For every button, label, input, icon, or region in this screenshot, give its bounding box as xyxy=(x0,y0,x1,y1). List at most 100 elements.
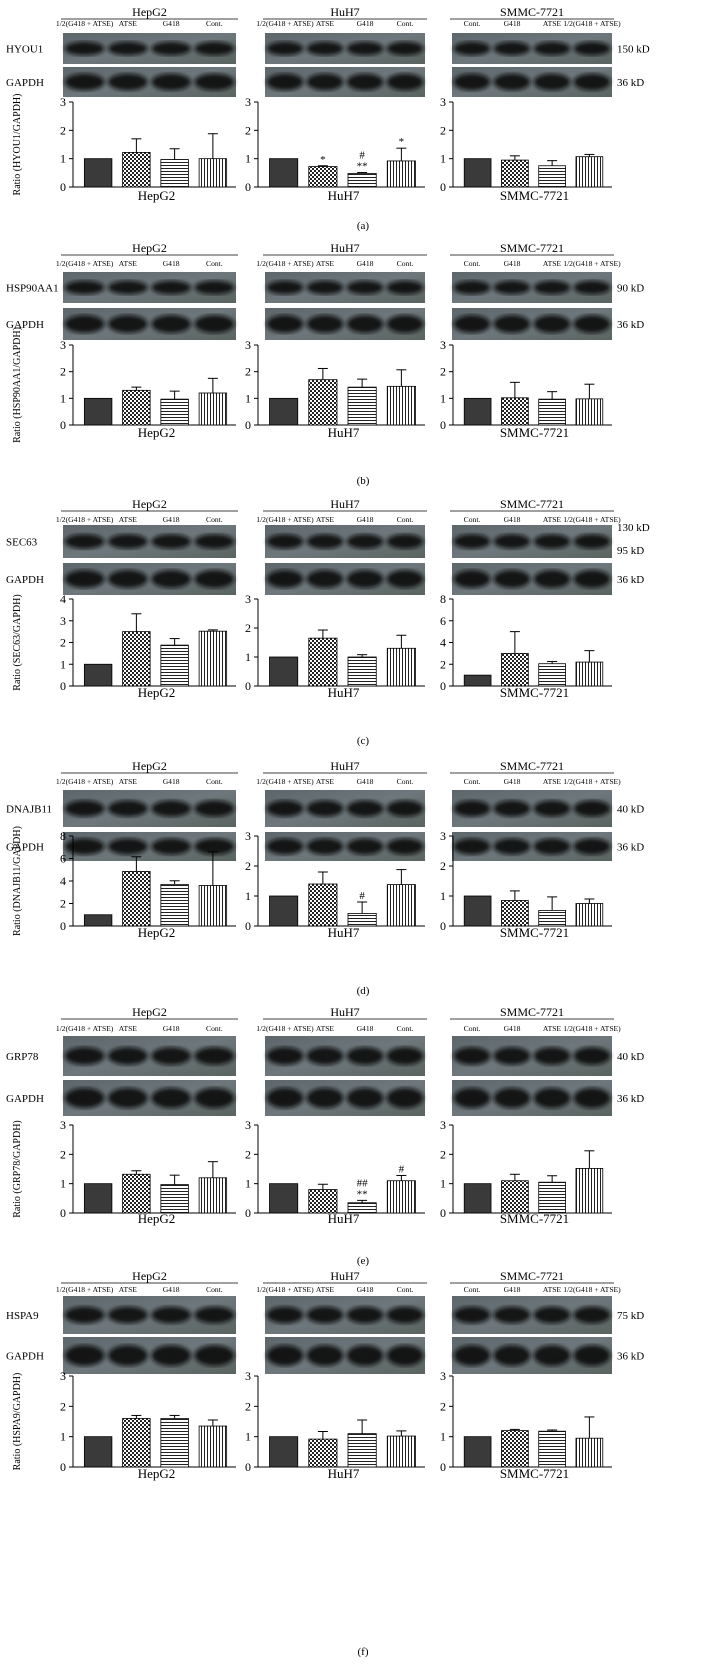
blot-band xyxy=(266,280,304,295)
blot-band xyxy=(533,838,571,855)
y-tick-label: 8 xyxy=(60,829,66,843)
bar xyxy=(198,158,228,188)
bar xyxy=(538,663,566,687)
blot-band xyxy=(573,570,611,588)
bar xyxy=(386,884,416,927)
blot-band xyxy=(107,280,148,295)
protein-label: DNAJB11 xyxy=(6,804,52,816)
bar xyxy=(347,1433,377,1468)
cell-line-header: HepG2 xyxy=(132,1005,167,1019)
x-category-label: SMMC-7721 xyxy=(500,425,569,440)
bar xyxy=(501,652,529,687)
bar xyxy=(463,895,492,927)
x-category-label: HuH7 xyxy=(328,425,360,440)
y-tick-label: 0 xyxy=(245,919,251,933)
blot-band xyxy=(194,1306,235,1324)
y-tick-label: 1 xyxy=(60,657,66,671)
blot-band xyxy=(194,800,235,817)
lane-label: 1/2(G418 + ATSE) xyxy=(256,1024,314,1033)
blot-gapdh xyxy=(265,1080,425,1116)
y-tick-label: 3 xyxy=(60,1118,66,1132)
lane-label: ATSE xyxy=(119,777,138,786)
blot-band xyxy=(194,570,235,588)
blot-gapdh xyxy=(63,832,236,861)
kd-label-top2: 130 kD xyxy=(617,522,650,534)
bar xyxy=(269,397,299,426)
y-tick-label: 2 xyxy=(60,1147,66,1161)
blot-target xyxy=(63,1296,236,1334)
kd-label-top: 40 kD xyxy=(617,1051,644,1063)
y-tick-label: 1 xyxy=(60,1177,66,1191)
blot-band xyxy=(573,534,611,549)
blot-band xyxy=(306,1047,344,1065)
y-tick-label: 2 xyxy=(60,1399,66,1413)
bar xyxy=(160,883,189,927)
bar xyxy=(122,389,151,426)
y-tick-label: 1 xyxy=(245,391,251,405)
blot-band xyxy=(346,570,384,588)
bar xyxy=(575,661,604,687)
lane-label: G418 xyxy=(163,1285,180,1294)
blot-band xyxy=(107,534,148,549)
panel-caption: (a) xyxy=(357,220,370,232)
blot-gapdh xyxy=(452,308,612,340)
chart-c-0: 0 1 2 3 4 HepG2 xyxy=(60,592,236,700)
blot-target xyxy=(452,272,612,303)
blot-target xyxy=(265,33,425,64)
y-tick-label: 3 xyxy=(440,1369,446,1383)
chart-a-0: 0 1 2 3 HepG2 xyxy=(60,95,236,203)
blot-band xyxy=(107,1087,148,1109)
bar xyxy=(308,379,338,426)
blot-band xyxy=(266,1087,304,1109)
lane-label: G418 xyxy=(504,259,521,268)
y-tick-label: 2 xyxy=(245,1147,251,1161)
blot-band xyxy=(64,570,105,588)
y-tick-label: 4 xyxy=(60,874,66,888)
y-tick-label: 3 xyxy=(245,338,251,352)
blot-band xyxy=(306,838,344,855)
panel-caption: (b) xyxy=(357,475,370,487)
lane-label: G418 xyxy=(357,1285,374,1294)
y-tick-label: 4 xyxy=(440,636,446,650)
lane-label: ATSE xyxy=(119,259,138,268)
blot-band xyxy=(453,280,491,295)
protein-label: HYOU1 xyxy=(6,44,43,56)
lane-label: 1/2(G418 + ATSE) xyxy=(56,1024,114,1033)
lane-label: 1/2(G418 + ATSE) xyxy=(563,1285,621,1294)
lane-label: ATSE xyxy=(316,515,335,524)
x-category-label: HuH7 xyxy=(328,685,360,700)
blot-band xyxy=(64,800,105,817)
lane-label: Cont. xyxy=(206,1024,223,1033)
cell-line-header: HepG2 xyxy=(132,759,167,773)
bar xyxy=(463,397,492,426)
y-tick-label: 3 xyxy=(60,1369,66,1383)
bar xyxy=(538,1181,566,1214)
lane-label: G418 xyxy=(163,515,180,524)
lane-label: Cont. xyxy=(206,1285,223,1294)
lane-label: 1/2(G418 + ATSE) xyxy=(56,515,114,524)
cell-line-header: HuH7 xyxy=(330,759,359,773)
blot-gapdh xyxy=(265,308,425,340)
lane-label: 1/2(G418 + ATSE) xyxy=(56,19,114,28)
y-axis-title: Ratio (HSP90AA1/GAPDH) xyxy=(12,327,23,443)
blot-band xyxy=(346,41,384,56)
lane-label: Cont. xyxy=(397,1285,414,1294)
significance-mark: ** xyxy=(357,1188,368,1200)
blot-band xyxy=(533,1345,571,1366)
blot-band xyxy=(194,280,235,295)
blot-target xyxy=(265,1296,425,1334)
blot-band xyxy=(64,280,105,295)
blot-band xyxy=(107,315,148,333)
y-tick-label: 2 xyxy=(440,859,446,873)
bar xyxy=(269,895,299,927)
blot-gapdh xyxy=(265,563,425,595)
blot-target xyxy=(265,272,425,303)
blot-band xyxy=(107,1345,148,1366)
cell-line-header: SMMC-7721 xyxy=(500,1269,564,1283)
blot-band xyxy=(346,1087,384,1109)
blot-band xyxy=(266,41,304,56)
lane-label: ATSE xyxy=(316,777,335,786)
y-tick-label: 1 xyxy=(60,152,66,166)
blot-band xyxy=(306,534,344,549)
